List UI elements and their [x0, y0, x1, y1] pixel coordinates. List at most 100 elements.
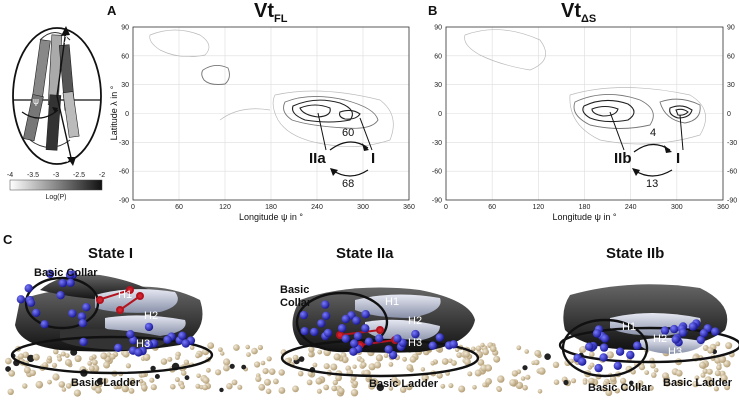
state-iia-h3: H3: [408, 337, 423, 349]
lipid-bead: [207, 342, 215, 349]
lipid-bead: [361, 362, 367, 368]
lipid-bead: [493, 355, 501, 363]
lipid-bead: [374, 361, 382, 369]
lipid-bead: [8, 370, 16, 377]
lipid-bead: [113, 384, 119, 390]
lipid-bead: [522, 384, 528, 391]
xtick-b-240: 240: [625, 204, 637, 211]
svg-text:-2: -2: [99, 172, 105, 179]
lipid-bead: [128, 388, 135, 394]
lipid-bead: [723, 360, 731, 368]
svg-text:-3: -3: [53, 172, 59, 179]
lipid-bead: [516, 345, 522, 351]
lipid-bead: [257, 344, 263, 351]
lipid-bead: [170, 383, 176, 390]
panel-letter-b: B: [428, 3, 438, 18]
lipid-bead: [629, 380, 634, 386]
lipid-bead: [700, 372, 706, 378]
lipid-bead: [496, 386, 502, 392]
lipid-bead: [223, 364, 230, 372]
lipid-bead: [588, 377, 595, 385]
ylabel-a: Latitude λ in °: [109, 85, 119, 140]
lipid-bead: [579, 346, 587, 353]
basic-residue: [134, 348, 143, 357]
lipid-bead: [448, 383, 454, 389]
lipid-bead: [511, 370, 519, 377]
ytick-b--90: -90: [432, 198, 442, 205]
ytick-b-60: 60: [434, 53, 442, 60]
lipid-bead: [475, 345, 482, 352]
lipid-bead: [440, 383, 446, 389]
lipid-bead: [534, 349, 542, 357]
lipid-bead: [183, 359, 190, 365]
lipid-bead: [421, 374, 429, 382]
panel-a-title: VtFL: [254, 0, 288, 25]
lipid-bead: [312, 362, 318, 368]
lipid-bead: [571, 378, 577, 384]
lipid-bead: [206, 367, 211, 373]
lipid-bead: [278, 387, 286, 394]
lipid-bead: [472, 385, 477, 390]
lipid-bead: [458, 385, 466, 393]
lipid-bead: [42, 362, 48, 368]
basic-residue: [585, 342, 594, 351]
lipid-bead: [509, 379, 517, 387]
basic-residue: [599, 343, 609, 352]
ytick-a-90: 90: [121, 25, 129, 32]
lipid-bead: [520, 376, 526, 381]
lipid-bead: [226, 383, 233, 390]
basic-residue: [341, 334, 350, 343]
basic-residue: [626, 350, 635, 360]
state-i-ladder-label: Basic Ladder: [71, 377, 141, 389]
lipid-bead: [70, 379, 78, 387]
lipid-bead: [292, 354, 299, 361]
lipid-bead: [644, 370, 650, 375]
state-i-title: State I: [88, 245, 134, 262]
lipid-bead: [451, 360, 457, 366]
lipid-bead: [338, 387, 345, 395]
lipid-bead: [255, 375, 262, 382]
lipid-bead: [524, 349, 529, 354]
lipid-bead: [88, 356, 94, 361]
lipid-bead: [720, 374, 728, 382]
lipid-bead: [47, 379, 52, 385]
lipid-bead: [544, 353, 551, 361]
lipid-bead: [480, 342, 485, 348]
basic-residue: [375, 334, 384, 343]
basic-residue: [696, 335, 706, 345]
ytick-right-60: 60: [727, 53, 735, 60]
lipid-bead: [699, 361, 706, 369]
lipid-bead: [64, 353, 70, 358]
lipid-bead: [92, 359, 98, 366]
lipid-bead: [29, 369, 36, 377]
lipid-bead: [602, 381, 608, 386]
ytick-a--60: -60: [119, 169, 129, 176]
panel-letter-a: A: [107, 3, 117, 18]
basic-residue: [592, 329, 602, 338]
xtick-b-180: 180: [579, 204, 591, 211]
lipid-bead: [522, 365, 528, 371]
xtick-a-60: 60: [175, 204, 183, 211]
lipid-bead: [482, 348, 490, 356]
basic-residue: [384, 345, 393, 354]
basic-residue: [428, 341, 437, 350]
svg-text:-4: -4: [7, 172, 13, 179]
basic-residue: [615, 347, 625, 356]
lipid-bead: [621, 383, 628, 391]
basic-residue: [77, 312, 87, 321]
colorbar-label: Log(P): [45, 194, 66, 201]
basic-residue: [299, 310, 308, 320]
lipid-bead: [5, 357, 12, 365]
lipid-bead: [223, 358, 231, 366]
lipid-bead: [7, 388, 14, 395]
schematic-lambda: λ: [64, 36, 70, 46]
lipid-bead: [265, 388, 272, 395]
lipid-bead: [141, 384, 148, 391]
lipid-bead: [167, 356, 173, 362]
basic-residue: [393, 334, 402, 343]
lipid-bead: [88, 365, 95, 372]
lipid-bead: [258, 383, 266, 391]
lipid-bead: [485, 378, 492, 385]
lipid-bead: [664, 380, 671, 387]
lipid-bead: [150, 384, 157, 391]
